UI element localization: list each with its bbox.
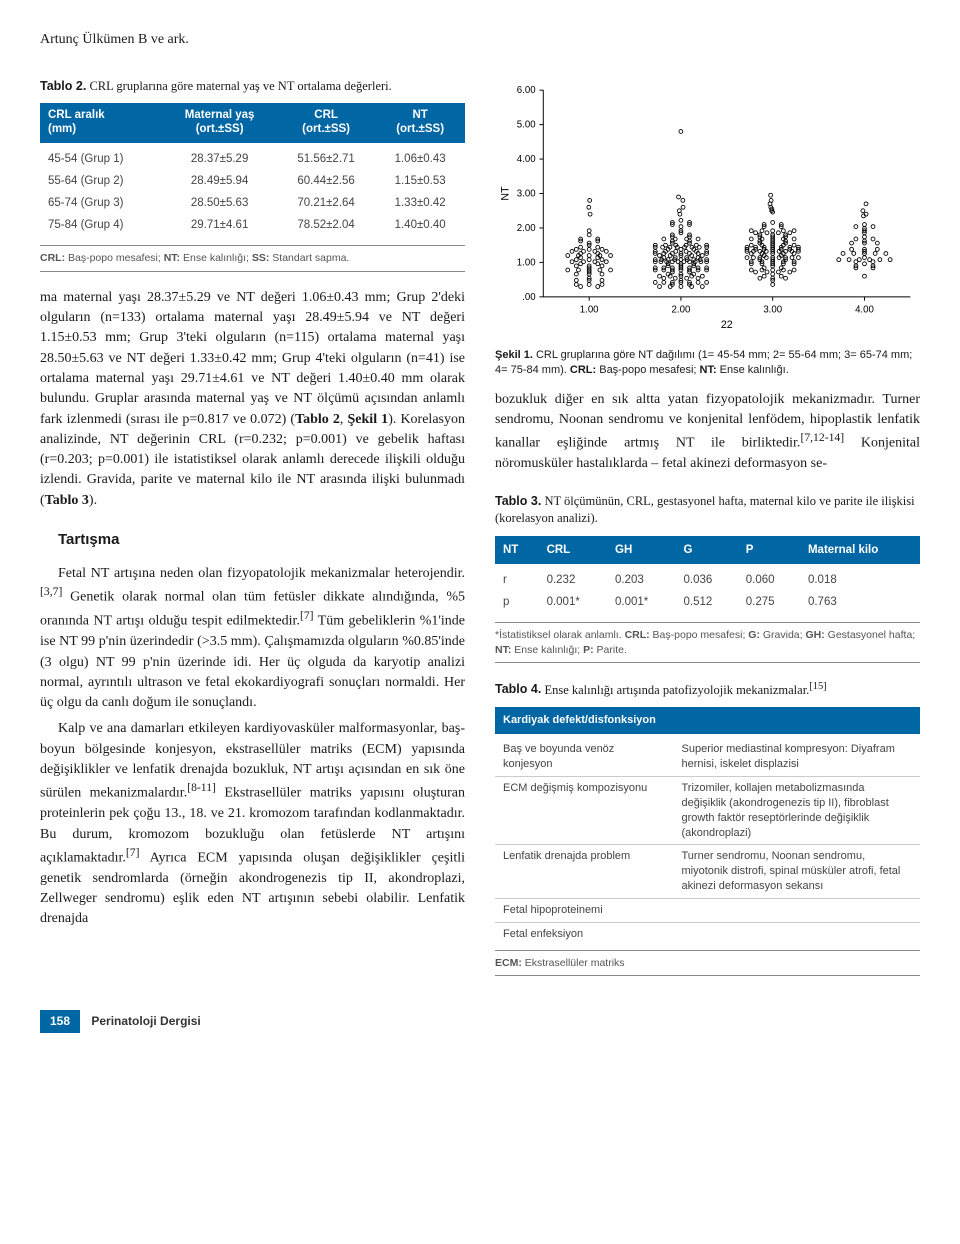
table-3: Tablo 3. NT ölçümünün, CRL, gestasyonel …	[495, 493, 920, 664]
table-row: Lenfatik drenajda problemTurner sendromu…	[495, 845, 920, 899]
svg-text:1.00: 1.00	[517, 257, 536, 268]
table-3-title: NT ölçümünün, CRL, gestasyonel hafta, ma…	[495, 494, 915, 526]
table-row: p0.001*0.001*0.5120.2750.763	[495, 591, 920, 618]
svg-text:1.00: 1.00	[580, 304, 599, 315]
table-2-title: CRL gruplarına göre maternal yaş ve NT o…	[89, 79, 391, 93]
svg-text:NT: NT	[500, 186, 512, 201]
page-footer: 158 Perinatoloji Dergisi	[40, 1010, 920, 1033]
svg-text:2.00: 2.00	[517, 222, 536, 233]
table-2-col-header: CRL(ort.±SS)	[277, 103, 375, 143]
body-paragraph-right-1: bozukluk diğer en sık altta yatan fizyop…	[495, 390, 920, 475]
svg-text:6.00: 6.00	[517, 85, 536, 96]
table-4: Tablo 4. Ense kalınlığı artışında patofi…	[495, 679, 920, 976]
figure-1: .00 1.00 2.00 3.00 4.00 5.00 6.00 1.00 2.00 3.00 4…	[495, 78, 920, 378]
body-paragraph-1: ma maternal yaşı 28.37±5.29 ve NT değeri…	[40, 288, 465, 511]
page-number: 158	[40, 1010, 80, 1033]
section-heading-tartisma: Tartışma	[40, 529, 465, 550]
table-row: Fetal hipoproteinemi	[495, 899, 920, 923]
figure-1-svg: .00 1.00 2.00 3.00 4.00 5.00 6.00 1.00 2.00 3.00 4…	[495, 78, 920, 338]
table-2-label: Tablo 2.	[40, 79, 86, 93]
svg-text:5.00: 5.00	[517, 119, 536, 130]
table-3-label: Tablo 3.	[495, 494, 541, 508]
body-paragraph-2: Fetal NT artışına neden olan fizyopatolo…	[40, 564, 465, 713]
svg-text:4.00: 4.00	[517, 154, 536, 165]
table-4-header: Kardiyak defekt/disfonksiyon	[495, 707, 920, 734]
table-3-col-header: NT	[495, 536, 539, 564]
table-2-footnote: CRL: Baş-popo mesafesi; NT: Ense kalınlı…	[40, 245, 465, 272]
running-head: Artunç Ülkümen B ve ark.	[40, 30, 920, 50]
table-2-col-header: CRL aralık(mm)	[40, 103, 162, 143]
table-4-footnote: ECM: Ekstrasellüler matriks	[495, 950, 920, 977]
table-2-col-header: Maternal yaş(ort.±SS)	[162, 103, 277, 143]
table-2-col-header: NT(ort.±SS)	[375, 103, 465, 143]
table-row: 75-84 (Grup 4)29.71±4.6178.52±2.041.40±0…	[40, 214, 465, 241]
svg-text:2.00: 2.00	[672, 304, 691, 315]
table-row: 55-64 (Grup 2)28.49±5.9460.44±2.561.15±0…	[40, 170, 465, 192]
table-row: 65-74 (Grup 3)28.50±5.6370.21±2.641.33±0…	[40, 192, 465, 214]
table-row: 45-54 (Grup 1)28.37±5.2951.56±2.711.06±0…	[40, 143, 465, 170]
table-3-footnote: *İstatistiksel olarak anlamlı. CRL: Baş-…	[495, 622, 920, 663]
figure-1-label: Şekil 1.	[495, 349, 533, 361]
table-row: r0.2320.2030.0360.0600.018	[495, 564, 920, 591]
table-3-col-header: Maternal kilo	[800, 536, 920, 564]
table-4-label: Tablo 4.	[495, 683, 541, 697]
svg-text:.00: .00	[522, 291, 535, 302]
table-row: Fetal enfeksiyon	[495, 922, 920, 945]
table-4-title: Ense kalınlığı artışında patofizyolojik …	[544, 683, 826, 697]
svg-text:3.00: 3.00	[517, 188, 536, 199]
svg-text:3.00: 3.00	[763, 304, 782, 315]
journal-name: Perinatoloji Dergisi	[91, 1014, 200, 1028]
table-3-col-header: GH	[607, 536, 675, 564]
table-row: Baş ve boyunda venöz konjesyonSuperior m…	[495, 734, 920, 776]
figure-1-caption: CRL gruplarına göre NT dağılımı (1= 45-5…	[495, 349, 912, 376]
body-paragraph-3: Kalp ve ana damarları etkileyen kardiyov…	[40, 719, 465, 929]
svg-text:22: 22	[721, 318, 733, 330]
table-row: ECM değişmiş kompozisyonuTrizomiler, kol…	[495, 777, 920, 845]
table-3-col-header: CRL	[539, 536, 607, 564]
table-3-col-header: P	[738, 536, 800, 564]
table-3-col-header: G	[676, 536, 738, 564]
table-2: Tablo 2. CRL gruplarına göre maternal ya…	[40, 78, 465, 272]
svg-text:4.00: 4.00	[855, 304, 874, 315]
